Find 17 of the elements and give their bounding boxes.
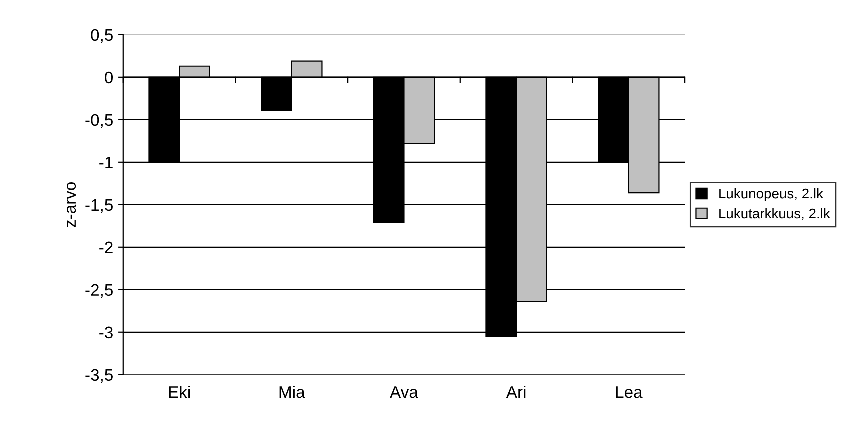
y-tick-label: -1,5 <box>86 199 113 214</box>
y-tick-label: -2,5 <box>86 284 113 298</box>
y-tick-label: -3,5 <box>86 369 113 384</box>
x-tick-label: Mia <box>280 386 306 398</box>
x-tick-label: Eki <box>169 386 190 398</box>
y-axis-title: z-arvo <box>66 182 76 228</box>
y-tick-label: -1 <box>100 156 113 168</box>
y-tick-label: 0,5 <box>91 29 113 44</box>
y-tick-label: 0 <box>105 72 114 84</box>
legend-label: Lukunopeus, 2.lk <box>720 188 824 202</box>
x-tick-label: Ari <box>506 386 526 398</box>
legend-label: Lukutarkkuus, 2.lk <box>720 208 830 220</box>
y-tick-label: -3 <box>100 326 113 339</box>
y-tick-label: -2 <box>100 242 113 254</box>
y-tick-label: -0,5 <box>86 114 113 128</box>
x-tick-label: Lea <box>616 386 643 398</box>
x-tick-label: Ava <box>390 386 418 398</box>
